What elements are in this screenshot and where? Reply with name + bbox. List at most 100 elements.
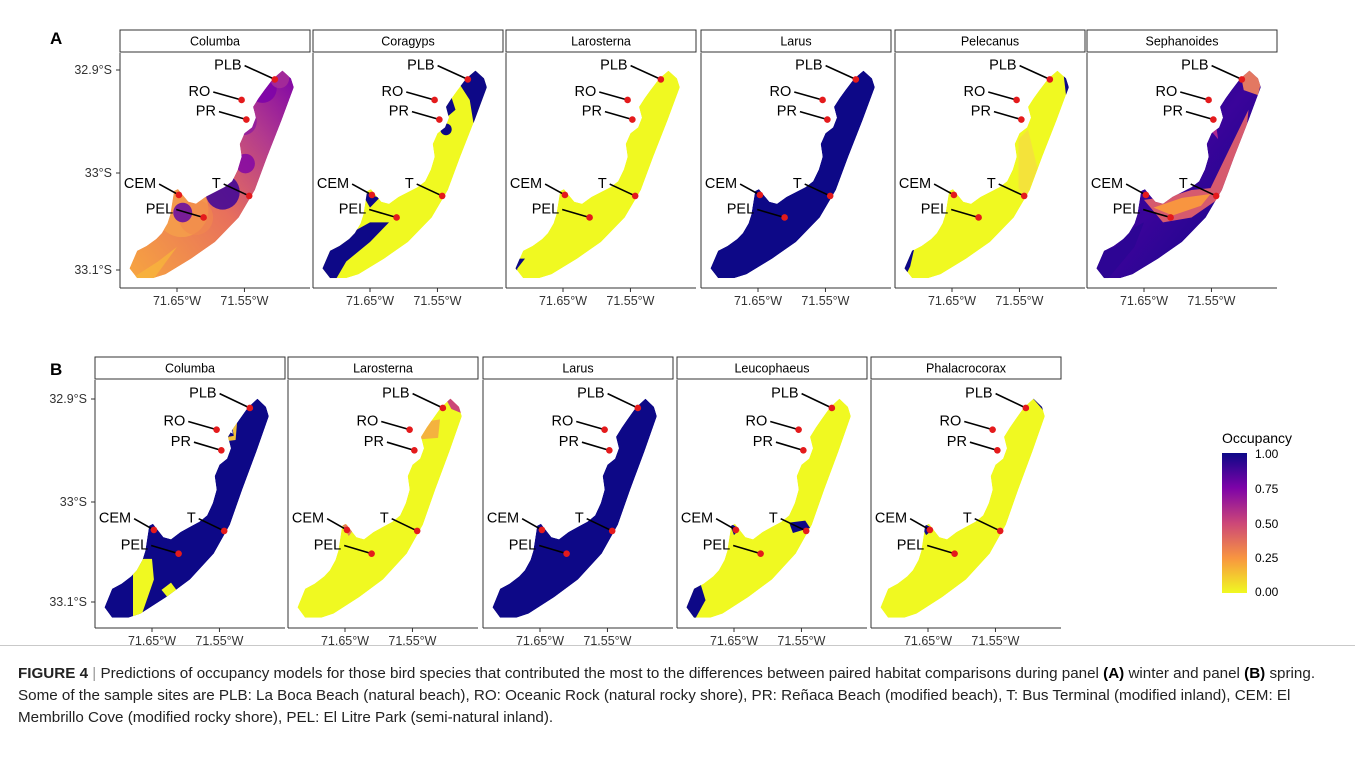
facet-strip	[287, 356, 479, 380]
x-tick-label: 71.55°W	[801, 294, 849, 308]
site-point-PLB	[1238, 76, 1246, 83]
x-tick-label: 71.65°W	[321, 634, 369, 645]
facet-title: Coragyps	[381, 35, 435, 49]
site-label-T: T	[380, 511, 389, 527]
site-label-CEM: CEM	[899, 176, 931, 192]
site-leader-PR	[218, 110, 247, 121]
facet-title: Larus	[780, 35, 811, 49]
x-tick-label: 71.65°W	[153, 294, 201, 308]
facet-title: Leucophaeus	[734, 362, 809, 376]
site-leader-T	[998, 183, 1025, 197]
site-leader-PEL	[756, 208, 785, 219]
site-leader-PLB	[630, 64, 662, 81]
site-label-PEL: PEL	[314, 538, 341, 554]
site-leader-PEL	[926, 544, 955, 555]
site-label-PR: PR	[1163, 104, 1183, 120]
site-leader-T	[804, 183, 831, 197]
y-tick-label: 32.9°S	[49, 392, 87, 406]
site-label-RO: RO	[770, 84, 792, 100]
site-point-T	[802, 527, 810, 535]
legend-label-025: 0.25	[1255, 551, 1279, 565]
site-label-RO: RO	[1156, 84, 1178, 100]
facet-strip	[700, 29, 892, 53]
x-tick-label: 71.55°W	[777, 634, 825, 645]
site-label-PR: PR	[753, 434, 773, 450]
x-tick-label: 71.55°W	[995, 294, 1043, 308]
site-leader-PEL	[1142, 208, 1171, 219]
site-point-CEM	[175, 191, 183, 199]
site-point-PEL	[368, 550, 375, 557]
facet-strip	[1086, 29, 1278, 53]
site-leader-PR	[1185, 110, 1214, 121]
site-leader-PEL	[538, 544, 567, 555]
caption-figure-label: FIGURE 4	[18, 665, 89, 682]
site-label-T: T	[187, 511, 196, 527]
legend-title: Occupancy	[1222, 430, 1292, 446]
site-label-PR: PR	[559, 434, 579, 450]
site-leader-PR	[969, 441, 998, 452]
site-leader-CEM	[351, 183, 373, 196]
x-tick-label: 71.65°W	[346, 294, 394, 308]
site-leader-RO	[188, 420, 217, 431]
site-leader-PEL	[732, 544, 761, 555]
facet-strip	[894, 29, 1086, 53]
site-label-PLB: PLB	[1181, 58, 1208, 74]
site-leader-CEM	[715, 517, 737, 531]
site-leader-PEL	[368, 208, 397, 219]
site-leader-PEL	[150, 544, 179, 555]
site-label-PEL: PEL	[339, 202, 366, 218]
site-point-PLB	[271, 76, 279, 83]
facet-title: Larus	[562, 362, 593, 376]
facet-strip	[94, 356, 286, 380]
y-tick-label: 33°S	[85, 166, 112, 180]
caption-text-2: winter and panel	[1124, 665, 1245, 682]
site-point-PLB	[852, 76, 860, 83]
site-label-PR: PR	[171, 434, 191, 450]
site-point-CEM	[732, 526, 740, 534]
site-point-RO	[431, 96, 438, 104]
site-point-PLB	[246, 404, 254, 412]
site-point-CEM	[538, 526, 546, 534]
site-leader-PLB	[437, 64, 469, 81]
site-leader-PR	[386, 441, 415, 452]
site-label-T: T	[793, 176, 802, 192]
site-label-RO: RO	[746, 414, 768, 430]
facet-strip	[676, 356, 868, 380]
site-label-CEM: CEM	[681, 511, 713, 527]
site-leader-PLB	[607, 392, 639, 409]
site-label-CEM: CEM	[124, 176, 156, 192]
site-leader-RO	[1180, 91, 1209, 101]
legend-label-000: 0.00	[1255, 585, 1279, 599]
site-leader-PEL	[561, 208, 590, 219]
site-leader-RO	[381, 420, 410, 431]
caption-separator: |	[92, 665, 97, 682]
site-point-PLB	[1046, 76, 1054, 83]
site-leader-T	[416, 183, 443, 197]
facet-title: Columba	[190, 35, 240, 49]
site-leader-PR	[775, 441, 804, 452]
site-leader-T	[780, 517, 807, 532]
site-point-T	[245, 192, 253, 200]
site-point-T	[1020, 192, 1028, 200]
site-leader-RO	[406, 91, 435, 101]
site-point-PR	[824, 116, 831, 123]
x-tick-label: 71.55°W	[583, 634, 631, 645]
x-tick-label: 71.55°W	[971, 634, 1019, 645]
site-label-CEM: CEM	[99, 511, 131, 527]
site-point-RO	[795, 426, 802, 433]
site-point-PEL	[757, 550, 764, 557]
site-leader-PEL	[343, 544, 372, 555]
site-leader-CEM	[158, 183, 180, 196]
site-point-PEL	[586, 214, 593, 221]
facet-title: Pelecanus	[961, 35, 1019, 49]
site-leader-CEM	[326, 517, 348, 531]
site-label-PEL: PEL	[146, 202, 173, 218]
site-leader-PLB	[244, 64, 276, 81]
